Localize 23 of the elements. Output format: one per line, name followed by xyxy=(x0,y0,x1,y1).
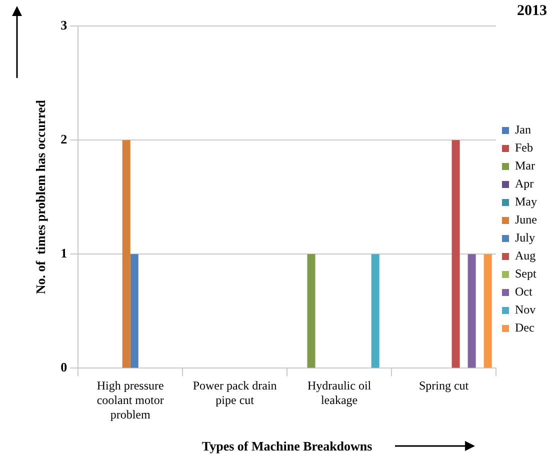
legend-label: Dec xyxy=(515,320,534,335)
legend-label: Oct xyxy=(515,284,533,299)
legend-label: July xyxy=(515,230,536,245)
x-tick-label: Hydraulic oil leakage xyxy=(307,378,372,407)
legend-label: Mar xyxy=(515,158,536,173)
legend-label: Jan xyxy=(515,122,532,137)
x-axis-title: Types of Machine Breakdowns xyxy=(202,438,372,454)
legend-label: Aug xyxy=(515,248,536,263)
text: 2013 xyxy=(517,2,547,19)
y-tick-label: 1 xyxy=(60,245,68,260)
y-tick-label: 2 xyxy=(60,131,68,146)
legend-label: Sept xyxy=(515,266,538,281)
legend-label: Nov xyxy=(515,302,536,317)
legend-label: Feb xyxy=(515,140,534,155)
legend-label: Apr xyxy=(515,176,534,191)
x-tick-label: High pressure coolant motor problem xyxy=(96,378,164,422)
legend-label: June xyxy=(515,212,538,227)
y-tick-label: 3 xyxy=(60,17,68,32)
legend-label: May xyxy=(515,194,538,209)
x-tick-label: Spring cut xyxy=(418,378,470,393)
y-tick-label: 0 xyxy=(60,360,68,375)
x-tick-label: Power pack drain pipe cut xyxy=(192,378,277,407)
y-axis-title: No. of times problem has occurred xyxy=(33,99,48,294)
